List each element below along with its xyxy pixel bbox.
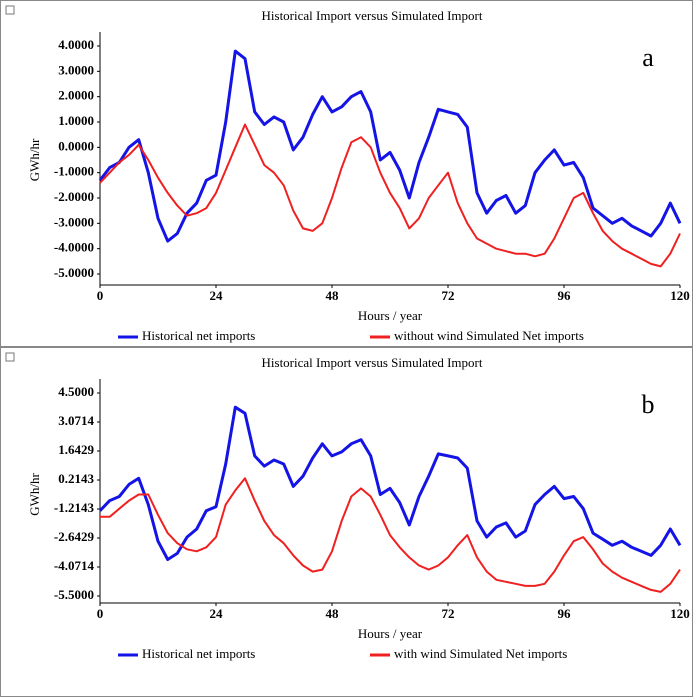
data-line: [98, 405, 682, 561]
y-axis-label: GWh/hr: [27, 473, 42, 516]
legend-label: without wind Simulated Net imports: [394, 328, 584, 343]
y-tick-label: -4.0000: [54, 240, 94, 255]
panel-icon: [5, 5, 15, 15]
legend-label: with wind Simulated Net imports: [394, 646, 567, 661]
panel-frame: [0, 0, 693, 347]
y-tick-label: -2.0000: [54, 189, 94, 204]
data-line: [98, 49, 682, 243]
legend-label: Historical net imports: [142, 328, 255, 343]
legend-label: Historical net imports: [142, 646, 255, 661]
y-tick-label: 4.5000: [58, 384, 94, 399]
y-tick-label: -4.0714: [54, 558, 95, 573]
x-axis-label: Hours / year: [358, 626, 423, 641]
x-tick-label: 96: [558, 288, 572, 303]
chart-title: Historical Import versus Simulated Impor…: [262, 355, 483, 370]
y-tick-label: -3.0000: [54, 214, 94, 229]
y-tick-label: 2.0000: [58, 88, 94, 103]
x-tick-label: 120: [670, 288, 690, 303]
y-tick-label: -1.2143: [54, 500, 95, 515]
y-tick-label: 3.0714: [58, 413, 94, 428]
x-tick-label: 0: [97, 288, 104, 303]
panel-icon: [5, 352, 15, 362]
x-tick-label: 24: [210, 606, 224, 621]
x-tick-label: 48: [326, 288, 340, 303]
chart-title: Historical Import versus Simulated Impor…: [262, 8, 483, 23]
y-tick-label: -2.6429: [54, 529, 95, 544]
panel-label: a: [642, 43, 654, 72]
x-tick-label: 96: [558, 606, 572, 621]
y-tick-label: 0.2143: [58, 471, 94, 486]
y-tick-label: 1.0000: [58, 113, 94, 128]
panel-frame: [0, 347, 693, 697]
data-line: [100, 477, 681, 593]
y-tick-label: -5.5000: [54, 587, 94, 602]
y-tick-label: 1.6429: [58, 442, 94, 457]
y-tick-label: 3.0000: [58, 62, 94, 77]
y-axis-label: GWh/hr: [27, 138, 42, 181]
x-tick-label: 120: [670, 606, 690, 621]
x-tick-label: 0: [97, 606, 104, 621]
y-tick-label: -5.0000: [54, 265, 94, 280]
y-tick-label: -1.0000: [54, 164, 94, 179]
data-line: [99, 123, 681, 268]
x-axis-label: Hours / year: [358, 308, 423, 323]
x-tick-label: 24: [210, 288, 224, 303]
y-tick-label: 0.0000: [58, 138, 94, 153]
x-tick-label: 72: [442, 288, 455, 303]
x-tick-label: 72: [442, 606, 455, 621]
panel-label: b: [642, 390, 655, 419]
x-tick-label: 48: [326, 606, 340, 621]
y-tick-label: 4.0000: [58, 37, 94, 52]
